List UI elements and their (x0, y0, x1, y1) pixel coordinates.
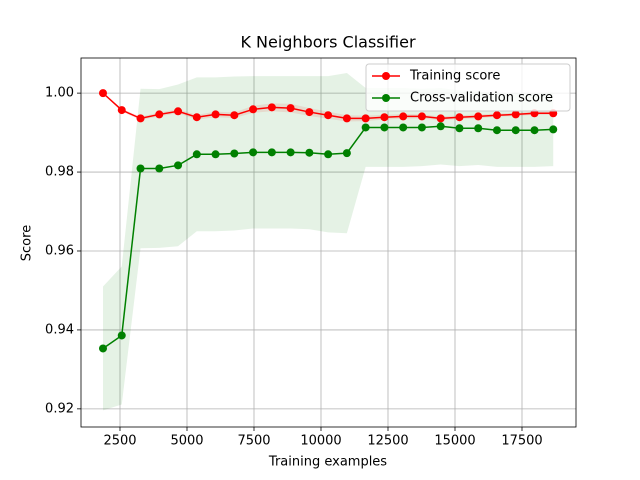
data-point (417, 123, 426, 132)
y-axis-label: Score (20, 225, 35, 261)
data-point (230, 111, 239, 120)
data-point (192, 113, 201, 122)
data-point (136, 114, 145, 123)
data-point (324, 111, 333, 120)
chart-title: K Neighbors Classifier (240, 33, 416, 52)
data-point (136, 164, 145, 173)
data-point (342, 149, 351, 158)
data-point (380, 113, 389, 122)
data-point (511, 126, 520, 135)
x-tick-label: 12500 (367, 434, 408, 449)
data-point (530, 126, 539, 135)
data-point (267, 148, 276, 157)
data-point (474, 112, 483, 121)
data-point (174, 161, 183, 170)
x-tick-label: 10000 (300, 434, 341, 449)
data-point (549, 125, 558, 134)
legend-marker (382, 94, 390, 102)
x-tick-label: 5000 (170, 434, 203, 449)
legend-marker (382, 72, 390, 80)
data-point (99, 89, 108, 98)
y-tick-label: 1.00 (45, 86, 74, 101)
y-tick-label: 0.94 (45, 322, 74, 337)
x-tick-label: 17500 (501, 434, 542, 449)
data-point (380, 123, 389, 132)
y-tick-label: 0.92 (45, 401, 74, 416)
data-point (286, 104, 295, 113)
plot-frame (80, 57, 577, 428)
data-point (361, 114, 370, 123)
data-point (230, 149, 239, 158)
data-point (492, 111, 501, 120)
std-band (103, 72, 554, 411)
legend-label: Training score (409, 69, 500, 84)
data-point (211, 110, 220, 119)
data-point (455, 113, 464, 122)
x-axis-label: Training examples (268, 455, 387, 470)
data-point (474, 124, 483, 133)
legend-label: Cross-validation score (410, 91, 553, 106)
data-point (174, 107, 183, 116)
data-point (492, 126, 501, 135)
x-tick-label: 2500 (103, 434, 136, 449)
y-tick-label: 0.98 (45, 165, 74, 180)
data-point (211, 150, 220, 159)
data-point (249, 105, 258, 114)
data-point (99, 344, 108, 353)
data-point (455, 124, 464, 133)
data-point (117, 106, 126, 115)
data-point (342, 114, 351, 123)
data-point (399, 112, 408, 121)
data-point (155, 110, 164, 119)
y-tick-label: 0.96 (45, 243, 74, 258)
data-point (324, 150, 333, 159)
data-point (249, 148, 258, 157)
data-point (399, 123, 408, 132)
data-point (436, 122, 445, 131)
data-point (305, 108, 314, 117)
data-point (155, 164, 164, 173)
data-point (286, 148, 295, 157)
data-point (117, 331, 126, 340)
data-point (361, 123, 370, 132)
data-point (417, 112, 426, 121)
data-point (192, 150, 201, 159)
data-point (267, 103, 276, 112)
x-tick-label: 15000 (434, 434, 475, 449)
data-point (305, 148, 314, 157)
data-point (511, 110, 520, 119)
data-point (436, 114, 445, 123)
x-tick-label: 7500 (237, 434, 270, 449)
legend-box (365, 63, 571, 112)
